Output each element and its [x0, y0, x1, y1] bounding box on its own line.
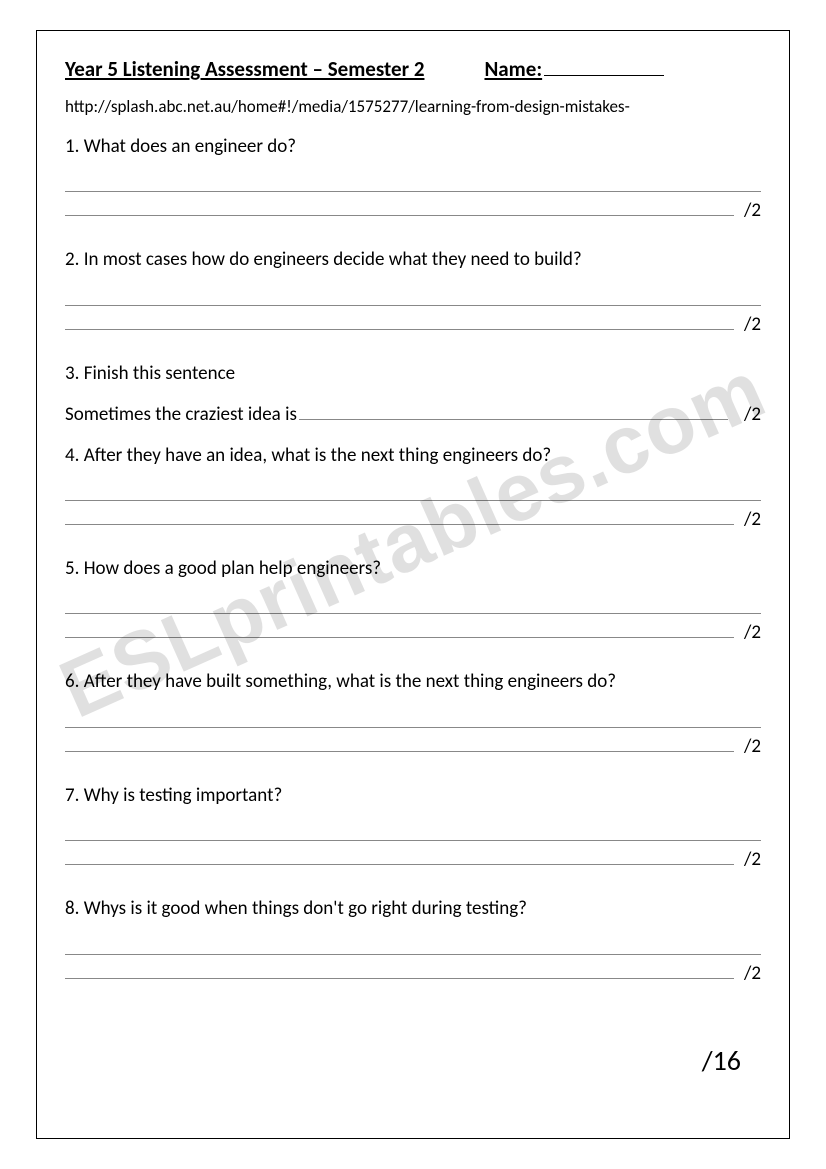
question-text: 4. After they have an idea, what is the …: [65, 444, 761, 467]
question-score: /2: [734, 501, 761, 539]
question-text: 6. After they have built something, what…: [65, 670, 761, 693]
question-text: 8. Whys is it good when things don't go …: [65, 897, 761, 920]
blank-line[interactable]: [65, 958, 734, 978]
blank-line[interactable]: [65, 821, 761, 841]
question-text: 2. In most cases how do engineers decide…: [65, 248, 761, 271]
blank-line[interactable]: [65, 172, 761, 192]
answer-line[interactable]: [65, 172, 761, 192]
answer-lines: /2: [65, 285, 761, 343]
blank-line[interactable]: [65, 934, 761, 954]
answer-line[interactable]: [65, 934, 761, 954]
question-3: 3. Finish this sentence Sometimes the cra…: [65, 362, 761, 426]
blank-line[interactable]: [65, 505, 734, 525]
question-4: 4. After they have an idea, what is the …: [65, 444, 761, 539]
blank-line[interactable]: [299, 399, 728, 420]
source-url: http://splash.abc.net.au/home#!/media/15…: [65, 96, 761, 117]
question-7: 7. Why is testing important? /2: [65, 784, 761, 879]
answer-line[interactable]: /2: [65, 614, 761, 652]
worksheet-title: Year 5 Listening Assessment – Semester 2: [65, 56, 424, 82]
answer-line[interactable]: [65, 707, 761, 727]
blank-line[interactable]: [65, 309, 734, 329]
question-score: /2: [734, 403, 761, 426]
worksheet-header: Year 5 Listening Assessment – Semester 2…: [65, 55, 761, 82]
blank-line[interactable]: [65, 285, 761, 305]
question-6: 6. After they have built something, what…: [65, 670, 761, 765]
blank-line[interactable]: [65, 594, 761, 614]
question-score: /2: [734, 192, 761, 230]
answer-line[interactable]: [65, 285, 761, 305]
name-input-line[interactable]: [544, 55, 664, 76]
content-frame: ESLprintables.com Year 5 Listening Asses…: [36, 30, 790, 1139]
answer-line[interactable]: /2: [65, 841, 761, 879]
question-score: /2: [734, 955, 761, 993]
question-1: 1. What does an engineer do? /2: [65, 135, 761, 230]
sentence-lead: Sometimes the craziest idea is: [65, 403, 297, 426]
blank-line[interactable]: [65, 196, 734, 216]
question-2: 2. In most cases how do engineers decide…: [65, 248, 761, 343]
answer-line[interactable]: /2: [65, 728, 761, 766]
blank-line[interactable]: [65, 481, 761, 501]
question-text: 5. How does a good plan help engineers?: [65, 557, 761, 580]
sentence-completion: Sometimes the craziest idea is/2: [65, 399, 761, 426]
total-score: /16: [702, 1043, 741, 1078]
questions-container: 1. What does an engineer do? /2 2. In most…: [65, 135, 761, 993]
question-5: 5. How does a good plan help engineers? /…: [65, 557, 761, 652]
answer-lines: /2: [65, 481, 761, 539]
blank-line[interactable]: [65, 731, 734, 751]
answer-lines: /2: [65, 172, 761, 230]
answer-line[interactable]: [65, 821, 761, 841]
answer-line[interactable]: /2: [65, 192, 761, 230]
question-score: /2: [734, 614, 761, 652]
answer-lines: /2: [65, 934, 761, 992]
question-8: 8. Whys is it good when things don't go …: [65, 897, 761, 992]
answer-line[interactable]: /2: [65, 955, 761, 993]
question-score: /2: [734, 841, 761, 879]
answer-lines: /2: [65, 821, 761, 879]
question-text: 3. Finish this sentence: [65, 362, 761, 385]
blank-line[interactable]: [65, 618, 734, 638]
answer-line[interactable]: /2: [65, 501, 761, 539]
answer-lines: /2: [65, 707, 761, 765]
answer-line[interactable]: /2: [65, 306, 761, 344]
question-text: 1. What does an engineer do?: [65, 135, 761, 158]
blank-line[interactable]: [65, 845, 734, 865]
name-label: Name:: [484, 56, 542, 82]
question-score: /2: [734, 306, 761, 344]
answer-line[interactable]: [65, 481, 761, 501]
blank-line[interactable]: [65, 707, 761, 727]
question-text: 7. Why is testing important?: [65, 784, 761, 807]
page: ESLprintables.com Year 5 Listening Asses…: [0, 0, 826, 1169]
answer-line[interactable]: [65, 594, 761, 614]
answer-lines: /2: [65, 594, 761, 652]
question-score: /2: [734, 728, 761, 766]
